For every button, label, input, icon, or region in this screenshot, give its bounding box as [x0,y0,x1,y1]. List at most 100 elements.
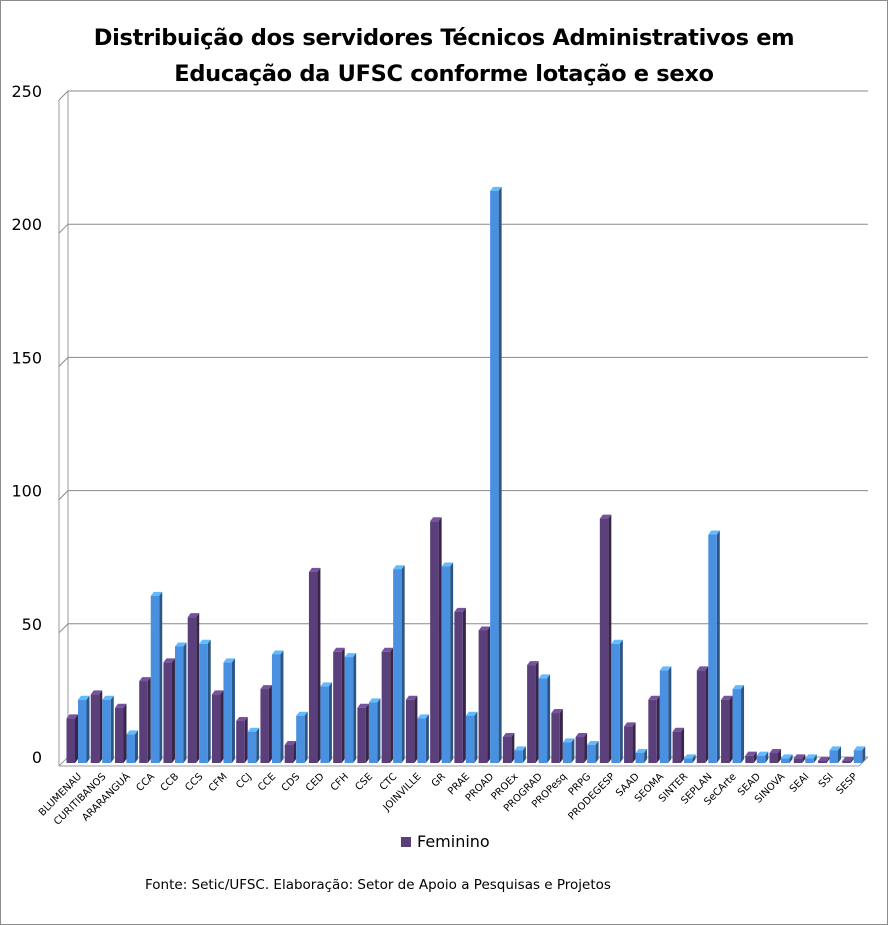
bar-side [862,746,866,763]
bar-front [368,702,378,763]
bar-top [575,733,588,738]
x-tick-label: SESP [835,771,860,796]
bar-SESP-series2 [853,746,866,763]
bar-front [247,731,257,763]
bar-front [381,651,391,763]
bar-front [769,753,779,763]
bar-side [632,722,636,763]
bar-top [199,639,211,644]
bar-front [163,662,172,763]
bar-front [260,689,269,763]
gridline-100 [58,490,868,500]
bar-top [150,591,163,596]
bar-top [320,682,332,687]
bar-CCB-series1 [163,658,175,763]
bar-SINTER-series1 [672,727,685,763]
bar-side [813,754,817,763]
bar-side [438,517,442,763]
bar-CED-series2 [320,682,332,763]
bar-side [692,754,696,763]
legend-swatch-feminino [401,836,411,847]
bar-side [207,639,211,763]
bar-top [236,717,248,722]
bar-front [490,190,499,764]
bar-CTC-series1 [381,647,394,763]
bar-side [401,565,405,763]
gridline-150 [58,356,868,367]
bar-front [829,750,839,763]
bar-CDS-series1 [284,741,297,763]
bar-top [417,714,429,719]
bar-front [114,707,124,763]
bar-top [465,711,478,716]
bar-CFM-series2 [223,658,235,763]
bar-front [320,686,329,763]
bar-front [66,718,75,763]
bar-front [441,566,451,763]
y-tick-label: 0 [32,748,42,767]
bar-top [368,698,381,703]
bar-side [86,695,90,763]
bar-front [527,665,536,763]
bar-front [393,569,402,763]
legend: Feminino [401,832,490,851]
bar-top [538,674,551,679]
x-tick-label: CCB [159,771,182,794]
bar-side [328,682,332,763]
bar-front [357,707,366,763]
value-axis: 0 50 100 150 200 250 [11,82,42,767]
bar-SEOMA-series2 [659,666,672,763]
bar-side [390,647,394,763]
bar-side [838,746,842,763]
bar-side [244,717,248,763]
x-tick-label: GR [430,771,448,789]
x-tick-label: CFM [207,771,230,794]
bar-side [668,666,672,763]
bar-SSI-series1 [818,757,830,763]
bar-side [644,749,648,763]
bar-side [716,530,720,763]
bar-side [535,661,539,763]
bar-side [293,741,297,763]
bar-side [268,685,272,763]
bar-SEPLAN-series1 [696,666,709,763]
bar-top [139,677,151,682]
bar-SINOVA-series1 [769,749,782,763]
bar-side [753,751,757,763]
bar-SESP-series1 [842,757,854,763]
x-tick-label: SSI [817,771,836,790]
bar-front [430,521,439,763]
x-tick-label: CCE [256,771,278,793]
bar-front [236,721,245,763]
bar-ARARANGUÁ-series2 [126,730,138,763]
bar-top [551,709,563,714]
bar-side [826,757,830,763]
bar-front [575,737,585,763]
bar-SEAD-series1 [745,751,757,763]
bar-side [256,727,260,763]
bar-side [414,695,418,763]
bar-top [308,567,321,572]
source-note: Fonte: Setic/UFSC. Elaboração: Setor de … [145,877,611,893]
bar-side [341,647,345,763]
bar-front [344,657,354,763]
bar-PRODEGESP-series2 [611,639,623,763]
bar-top [223,658,235,663]
bar-side [595,741,599,763]
bars [66,186,866,764]
bar-side [231,658,235,763]
bar-side [584,733,588,763]
y-tick-label: 250 [11,82,42,101]
bar-front [587,745,596,763]
bar-top [490,186,502,191]
bar-CCE-series2 [271,650,284,763]
bar-side [317,567,321,763]
y-tick-label: 100 [11,482,42,501]
bar-top [635,749,648,754]
bar-front [781,758,790,763]
bar-side [377,698,381,763]
bar-side [656,695,660,763]
bar-front [271,654,281,763]
